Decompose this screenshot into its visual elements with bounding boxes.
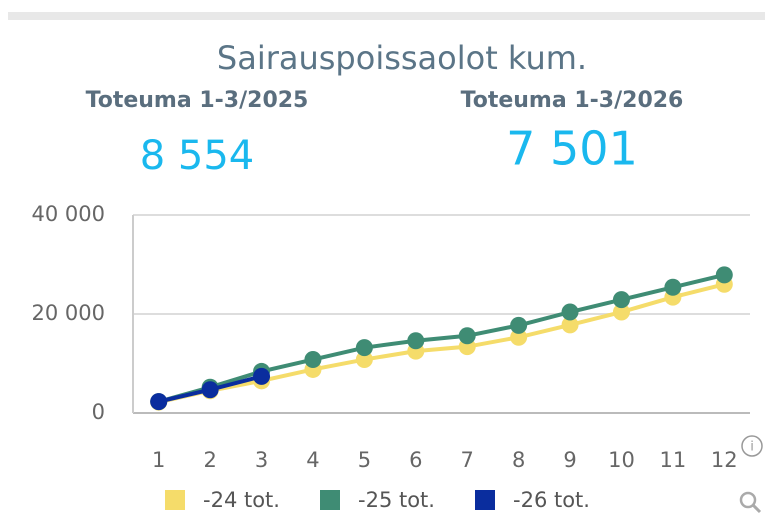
chart-title: Sairauspoissaolot kum. — [217, 39, 587, 77]
point — [150, 393, 168, 411]
x-tick-label: 5 — [358, 448, 371, 472]
point — [253, 367, 271, 385]
point — [612, 303, 630, 321]
kpi-value: 7 501 — [506, 122, 638, 176]
series-line — [158, 272, 725, 404]
kpi-value: 8 554 — [140, 133, 255, 179]
point — [458, 327, 476, 345]
x-tick-label: 1 — [152, 448, 165, 472]
y-tick-label: 0 — [92, 400, 105, 424]
x-tick-label: 4 — [306, 448, 319, 472]
legend-label: -24 tot. — [203, 488, 280, 512]
point — [407, 332, 425, 350]
legend-label: -25 tot. — [358, 488, 435, 512]
y-tick-label: 40 000 — [32, 202, 105, 226]
point — [561, 303, 579, 321]
x-tick-label: 8 — [512, 448, 525, 472]
x-tick-label: 12 — [711, 448, 738, 472]
kpi-label: Toteuma 1-3/2026 — [461, 88, 684, 113]
x-tick-label: 6 — [409, 448, 422, 472]
x-tick-label: 2 — [203, 448, 216, 472]
point — [355, 339, 373, 357]
legend-swatch — [475, 490, 495, 510]
x-tick-label: 7 — [461, 448, 474, 472]
point — [561, 316, 579, 334]
x-tick-label: 11 — [660, 448, 687, 472]
top-bar — [8, 12, 765, 20]
info-icon[interactable]: i — [741, 435, 763, 457]
x-tick-label: 10 — [608, 448, 635, 472]
y-tick-label: 20 000 — [32, 301, 105, 325]
x-tick-label: 3 — [255, 448, 268, 472]
point — [201, 381, 219, 399]
point — [355, 351, 373, 369]
search-icon[interactable] — [739, 491, 762, 514]
point — [612, 291, 630, 309]
svg-text:i: i — [750, 440, 754, 455]
legend-swatch — [320, 490, 340, 510]
point — [510, 316, 528, 334]
kpi-label: Toteuma 1-3/2025 — [86, 88, 309, 113]
point — [510, 328, 528, 346]
point — [715, 266, 733, 284]
legend-label: -26 tot. — [513, 488, 590, 512]
x-tick-label: 9 — [563, 448, 576, 472]
point — [664, 278, 682, 296]
series-line — [158, 282, 725, 405]
legend-swatch — [165, 490, 185, 510]
point — [304, 351, 322, 369]
